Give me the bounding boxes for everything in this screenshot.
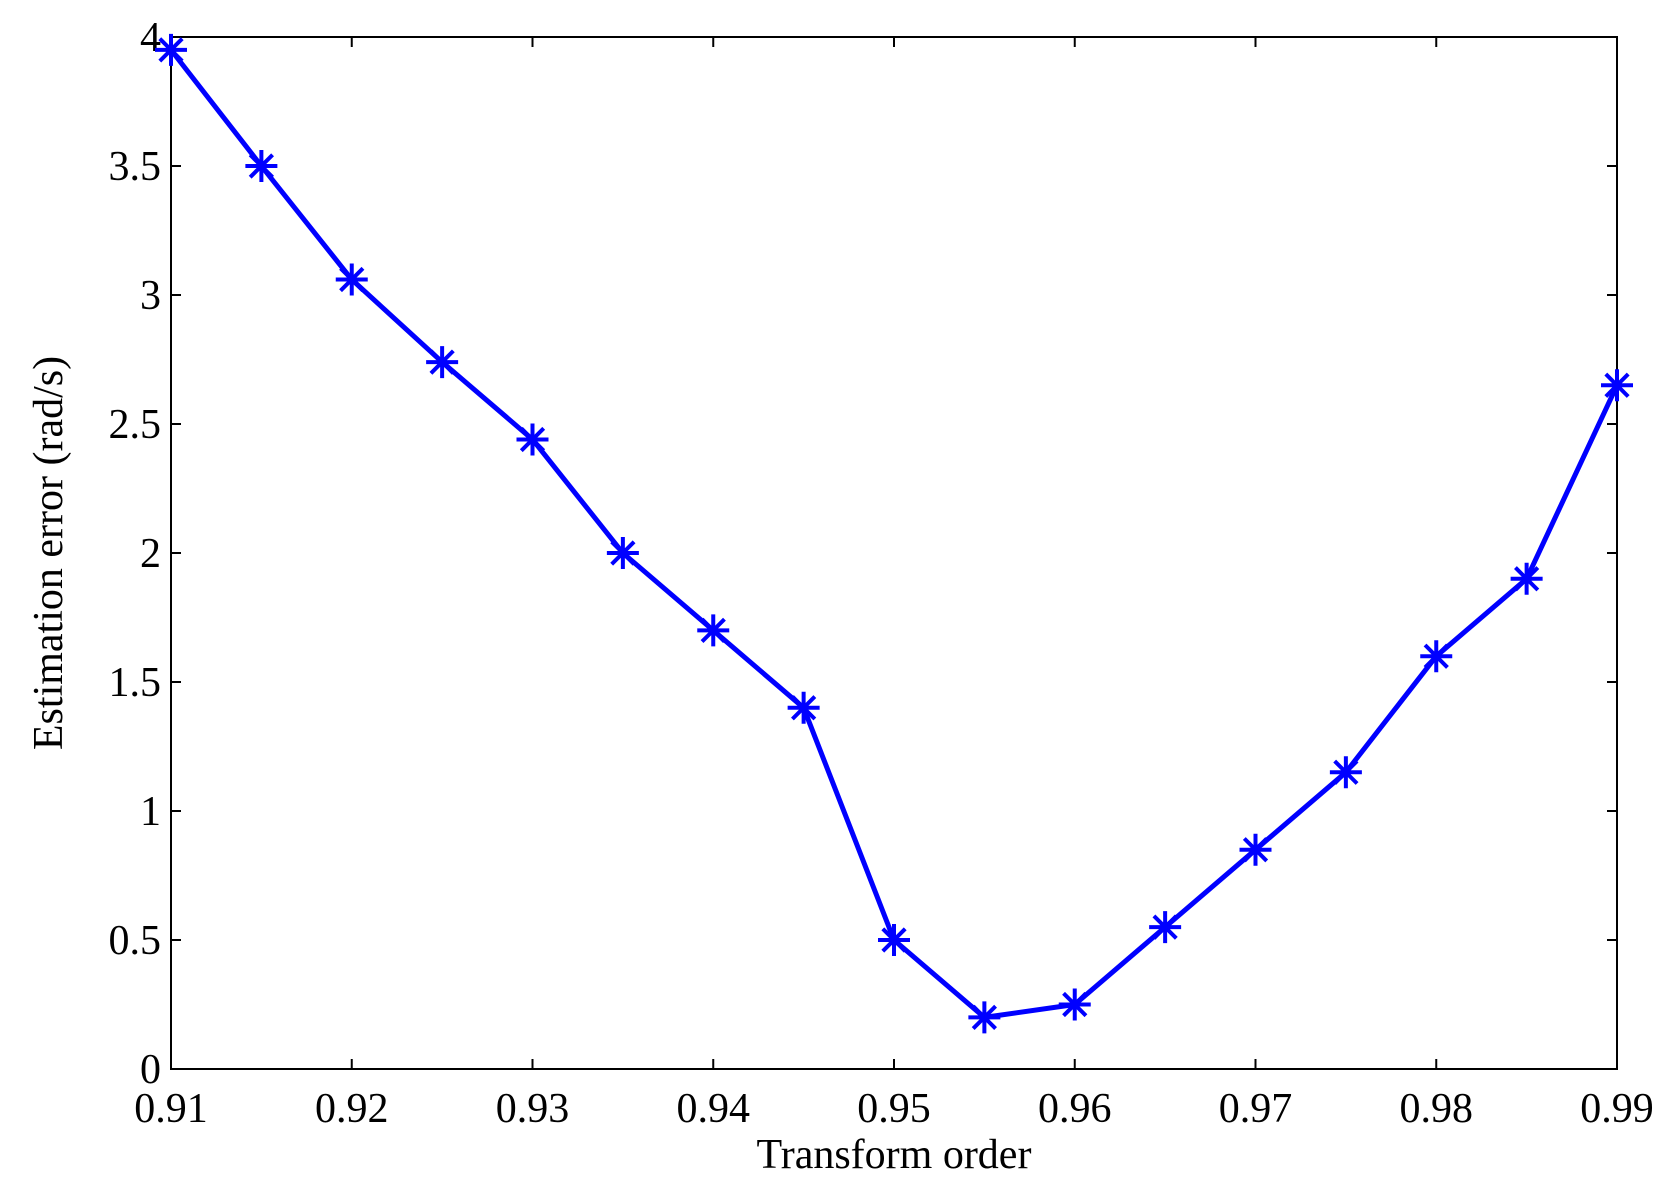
y-tick-label: 0 [140,1047,161,1093]
x-tick-label: 0.92 [315,1086,389,1132]
marker [1601,369,1633,402]
marker [245,150,278,182]
y-tick-label: 1.5 [109,660,162,706]
y-tick-label: 0.5 [109,918,162,964]
marker [516,423,549,456]
x-tick-label: 0.99 [1580,1086,1654,1132]
marker [606,537,639,569]
y-axis-label: Estimation error (rad/s) [26,356,72,750]
x-tick-label: 0.95 [857,1086,931,1132]
marker [1149,911,1182,944]
y-tick-label: 4 [140,15,161,61]
marker [787,691,820,724]
marker [968,1001,1001,1034]
marker [1510,562,1543,595]
marker [155,33,187,66]
x-tick-label: 0.98 [1400,1086,1474,1132]
marker [1420,640,1453,673]
marker [1058,988,1091,1021]
x-axis-label: Transform order [757,1132,1032,1178]
y-tick-label: 2 [140,531,161,577]
x-tick-label: 0.94 [677,1086,751,1132]
x-tick-label: 0.93 [496,1086,570,1132]
y-tick-label: 2.5 [109,402,162,448]
marker [426,346,459,379]
y-tick-label: 3.5 [109,144,162,190]
x-tick-label: 0.91 [134,1086,208,1132]
marker [335,263,368,296]
data-line [169,48,1620,1020]
y-tick-label: 1 [140,789,161,835]
marker [1329,756,1362,789]
x-tick-label: 0.97 [1219,1086,1293,1132]
y-tick-label: 3 [140,273,161,319]
marker [697,614,730,647]
x-tick-label: 0.96 [1038,1086,1112,1132]
plot-frame [170,36,1618,1070]
marker [878,924,910,956]
marker [1239,833,1272,866]
